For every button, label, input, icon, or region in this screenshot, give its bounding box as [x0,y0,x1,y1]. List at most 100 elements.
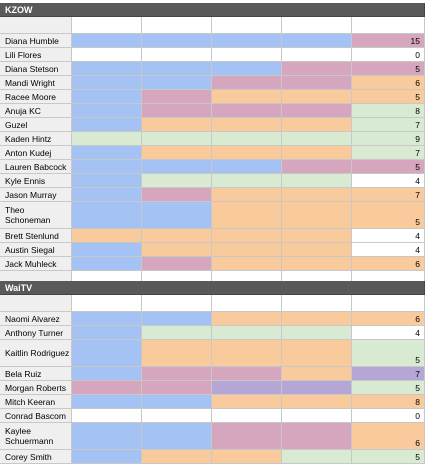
color-cell[interactable] [142,312,212,326]
color-cell[interactable] [142,450,212,464]
name-cell[interactable] [0,17,72,34]
score-cell[interactable]: 6 [352,423,425,450]
color-cell[interactable] [212,76,282,90]
name-cell[interactable]: Brett Stenlund [0,229,72,243]
color-cell[interactable] [282,76,352,90]
color-cell[interactable] [142,160,212,174]
name-cell[interactable]: Mitch Keeran [0,395,72,409]
color-cell[interactable] [282,340,352,367]
color-cell[interactable] [142,62,212,76]
score-cell[interactable]: 8 [352,395,425,409]
score-cell[interactable]: 6 [352,312,425,326]
color-cell[interactable] [282,104,352,118]
color-cell[interactable] [282,326,352,340]
name-cell[interactable]: Anthony Turner [0,326,72,340]
color-cell[interactable] [212,395,282,409]
score-cell[interactable]: 6 [352,76,425,90]
color-cell[interactable] [212,174,282,188]
score-cell[interactable]: 0 [352,48,425,62]
color-cell[interactable] [142,202,212,229]
color-cell[interactable] [212,146,282,160]
name-cell[interactable] [0,295,72,312]
color-cell[interactable] [212,326,282,340]
color-cell[interactable] [72,367,142,381]
name-cell[interactable]: Jason Murray [0,188,72,202]
color-cell[interactable] [72,104,142,118]
color-cell[interactable] [142,174,212,188]
color-cell[interactable] [282,174,352,188]
name-cell[interactable]: Conrad Bascom [0,409,72,423]
color-cell[interactable] [212,243,282,257]
score-cell[interactable]: 5 [352,160,425,174]
color-cell[interactable] [142,243,212,257]
color-cell[interactable] [212,132,282,146]
section-title[interactable]: WaiTV [0,281,425,295]
score-cell[interactable]: 4 [352,243,425,257]
name-cell[interactable]: Mandi Wright [0,76,72,90]
color-cell[interactable] [282,48,352,62]
score-cell[interactable]: 0 [352,409,425,423]
color-cell[interactable] [142,48,212,62]
color-cell[interactable] [212,62,282,76]
name-cell[interactable]: Kyle Ennis [0,174,72,188]
color-cell[interactable] [142,118,212,132]
color-cell[interactable] [212,160,282,174]
color-cell[interactable] [282,257,352,271]
score-cell[interactable]: 4 [352,326,425,340]
color-cell[interactable] [142,367,212,381]
color-cell[interactable] [72,312,142,326]
name-cell[interactable]: Jack Muhleck [0,257,72,271]
grid-cell[interactable] [72,295,142,312]
score-cell[interactable]: 9 [352,132,425,146]
color-cell[interactable] [72,118,142,132]
color-cell[interactable] [72,90,142,104]
color-cell[interactable] [212,202,282,229]
color-cell[interactable] [72,188,142,202]
name-cell[interactable]: Corey Smith [0,450,72,464]
color-cell[interactable] [282,423,352,450]
color-cell[interactable] [212,409,282,423]
color-cell[interactable] [72,326,142,340]
score-cell[interactable]: 7 [352,146,425,160]
color-cell[interactable] [72,160,142,174]
color-cell[interactable] [72,340,142,367]
color-cell[interactable] [142,34,212,48]
grid-cell[interactable] [282,17,352,34]
color-cell[interactable] [282,450,352,464]
grid-cell[interactable] [352,17,425,34]
color-cell[interactable] [282,409,352,423]
color-cell[interactable] [282,62,352,76]
color-cell[interactable] [72,202,142,229]
color-cell[interactable] [72,146,142,160]
color-cell[interactable] [282,312,352,326]
score-cell[interactable]: 6 [352,257,425,271]
color-cell[interactable] [72,132,142,146]
color-cell[interactable] [142,229,212,243]
grid-cell[interactable] [212,295,282,312]
name-cell[interactable]: Diana Humble [0,34,72,48]
color-cell[interactable] [72,409,142,423]
name-cell[interactable]: Anuja KC [0,104,72,118]
color-cell[interactable] [142,132,212,146]
color-cell[interactable] [282,118,352,132]
color-cell[interactable] [142,104,212,118]
grid-cell[interactable] [212,17,282,34]
color-cell[interactable] [142,381,212,395]
color-cell[interactable] [212,340,282,367]
color-cell[interactable] [282,243,352,257]
color-cell[interactable] [212,48,282,62]
score-cell[interactable]: 5 [352,202,425,229]
color-cell[interactable] [212,257,282,271]
color-cell[interactable] [72,257,142,271]
color-cell[interactable] [282,381,352,395]
color-cell[interactable] [282,202,352,229]
color-cell[interactable] [212,104,282,118]
color-cell[interactable] [282,395,352,409]
color-cell[interactable] [212,367,282,381]
color-cell[interactable] [212,34,282,48]
color-cell[interactable] [142,90,212,104]
score-cell[interactable]: 4 [352,229,425,243]
color-cell[interactable] [142,257,212,271]
score-cell[interactable]: 7 [352,118,425,132]
color-cell[interactable] [72,174,142,188]
